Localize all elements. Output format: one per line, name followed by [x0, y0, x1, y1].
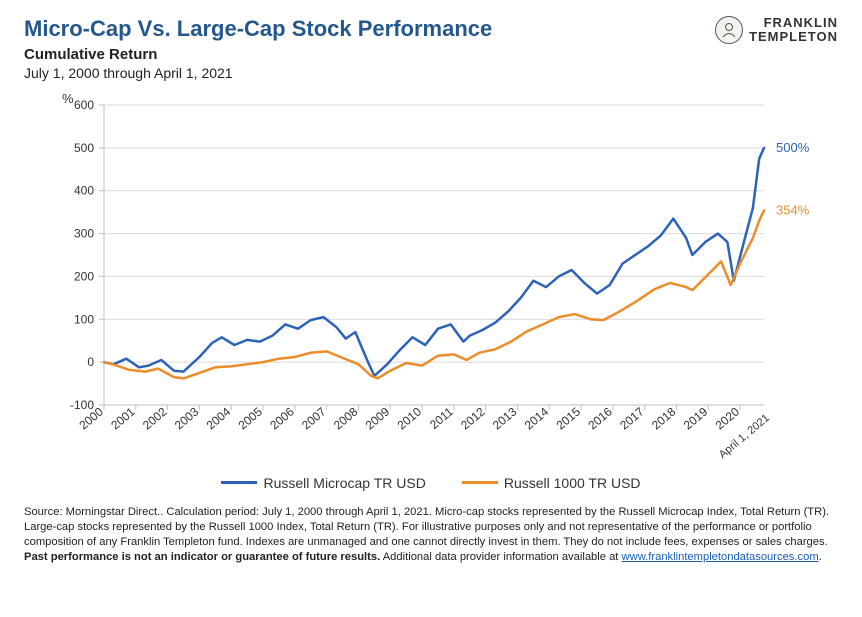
svg-text:100: 100: [74, 312, 94, 326]
chart-subtitle: Cumulative Return: [24, 46, 715, 63]
svg-text:2019: 2019: [681, 404, 711, 432]
legend-item: Russell Microcap TR USD: [221, 475, 425, 491]
footnote-link[interactable]: www.franklintempletondatasources.com: [622, 551, 819, 563]
svg-text:2012: 2012: [458, 404, 488, 432]
svg-text:2010: 2010: [395, 404, 425, 432]
svg-text:500: 500: [74, 141, 94, 155]
svg-text:200: 200: [74, 269, 94, 283]
header: Micro-Cap Vs. Large-Cap Stock Performanc…: [24, 16, 838, 81]
svg-text:2017: 2017: [617, 404, 647, 432]
legend: Russell Microcap TR USD Russell 1000 TR U…: [24, 471, 838, 491]
date-range: July 1, 2000 through April 1, 2021: [24, 65, 715, 81]
footnote-text2: Additional data provider information ava…: [380, 551, 621, 563]
line-chart: -100010020030040050060020002001200220032…: [24, 95, 844, 465]
footnote-text: Source: Morningstar Direct.. Calculation…: [24, 506, 829, 548]
svg-text:0: 0: [87, 355, 94, 369]
legend-swatch: [462, 481, 498, 484]
brand-logo: FRANKLINTEMPLETON: [715, 16, 838, 45]
svg-text:2011: 2011: [427, 404, 456, 432]
footnote-bold: Past performance is not an indicator or …: [24, 551, 380, 563]
logo-text: FRANKLINTEMPLETON: [749, 16, 838, 45]
svg-text:2014: 2014: [522, 404, 552, 432]
svg-text:2008: 2008: [331, 404, 361, 432]
svg-text:600: 600: [74, 98, 94, 112]
svg-text:500%: 500%: [776, 140, 810, 155]
legend-swatch: [221, 481, 257, 484]
svg-text:2016: 2016: [585, 404, 615, 432]
svg-text:2005: 2005: [236, 404, 266, 432]
title-block: Micro-Cap Vs. Large-Cap Stock Performanc…: [24, 16, 715, 81]
chart-title: Micro-Cap Vs. Large-Cap Stock Performanc…: [24, 16, 715, 42]
svg-text:2003: 2003: [172, 404, 202, 432]
chart-area: % -1000100200300400500600200020012002200…: [24, 95, 838, 465]
svg-text:2018: 2018: [649, 404, 679, 432]
svg-text:2004: 2004: [204, 404, 234, 432]
legend-item: Russell 1000 TR USD: [462, 475, 641, 491]
svg-text:2007: 2007: [299, 404, 329, 432]
svg-text:2015: 2015: [554, 404, 584, 432]
svg-text:2002: 2002: [140, 404, 170, 432]
svg-text:2001: 2001: [108, 404, 138, 432]
footnote-period: .: [819, 551, 822, 563]
svg-text:2020: 2020: [713, 404, 743, 432]
svg-text:400: 400: [74, 184, 94, 198]
svg-text:2013: 2013: [490, 404, 520, 432]
logo-icon: [715, 16, 743, 44]
y-axis-unit: %: [62, 91, 74, 106]
svg-text:300: 300: [74, 227, 94, 241]
legend-label: Russell Microcap TR USD: [263, 475, 425, 491]
svg-text:2009: 2009: [363, 404, 393, 432]
footnote: Source: Morningstar Direct.. Calculation…: [24, 505, 838, 565]
legend-label: Russell 1000 TR USD: [504, 475, 641, 491]
svg-text:2006: 2006: [267, 404, 297, 432]
svg-text:354%: 354%: [776, 202, 810, 217]
